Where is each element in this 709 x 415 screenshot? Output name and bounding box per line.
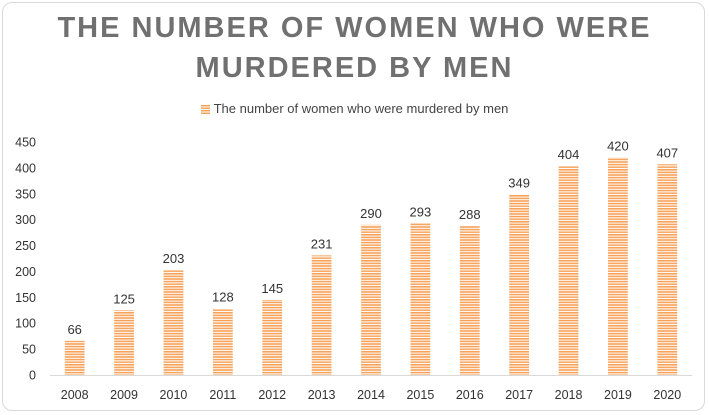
data-label-2008: 66 (67, 322, 81, 337)
x-tick-label-2013: 2013 (308, 388, 336, 402)
bar-2017 (509, 194, 530, 375)
x-tick-label-2014: 2014 (357, 388, 385, 402)
chart-title-line2: MURDERED BY MEN (195, 52, 514, 84)
data-label-2018: 404 (558, 147, 580, 162)
bar-2008 (64, 340, 85, 375)
bar-2020 (657, 164, 678, 375)
y-tick-label: 150 (15, 291, 36, 305)
data-label-2014: 290 (360, 206, 382, 221)
bar-2018 (558, 165, 579, 375)
bar-2014 (361, 224, 381, 375)
bar-2009 (114, 310, 134, 375)
legend: The number of women who were murdered by… (0, 101, 709, 116)
y-tick-label: 200 (15, 265, 36, 279)
bar-2013 (311, 255, 332, 375)
data-label-2015: 293 (410, 204, 432, 219)
x-tick-label-2017: 2017 (505, 388, 533, 402)
y-tick-label: 350 (15, 187, 36, 201)
bar-2011 (212, 308, 233, 375)
legend-swatch (200, 105, 210, 114)
data-label-2019: 420 (607, 139, 629, 154)
x-tick-label-2008: 2008 (61, 388, 89, 402)
x-tick-label-2009: 2009 (110, 388, 138, 402)
bar-2010 (163, 269, 184, 375)
data-label-2009: 125 (113, 291, 135, 306)
data-label-2011: 128 (212, 290, 234, 305)
y-tick-label: 100 (15, 317, 36, 331)
x-tick-label-2011: 2011 (209, 388, 236, 402)
x-tick-label-2010: 2010 (160, 388, 188, 402)
bar-2016 (459, 225, 480, 375)
y-tick-label: 50 (22, 343, 36, 357)
data-label-2013: 231 (311, 236, 333, 251)
x-tick-label-2018: 2018 (555, 388, 583, 402)
legend-label: The number of women who were murdered by… (213, 101, 509, 116)
x-tick-label-2020: 2020 (653, 388, 681, 402)
x-tick-label-2012: 2012 (258, 388, 286, 402)
y-tick-label: 250 (15, 239, 36, 253)
x-tick-label-2015: 2015 (406, 388, 434, 402)
bar-2015 (410, 223, 431, 375)
y-tick-label: 400 (15, 161, 36, 175)
data-label-2016: 288 (459, 207, 481, 222)
x-tick-label-2019: 2019 (604, 388, 632, 402)
data-label-2020: 407 (656, 145, 678, 160)
data-label-2017: 349 (508, 175, 530, 190)
y-tick-label: 450 (15, 136, 36, 150)
y-tick-label: 0 (29, 369, 36, 383)
x-tick-label-2016: 2016 (456, 388, 484, 402)
bar-2019 (608, 157, 628, 375)
chart-title-line1: THE NUMBER OF WOMEN WHO WERE (57, 12, 652, 44)
data-label-2010: 203 (163, 251, 185, 266)
y-tick-label: 300 (15, 213, 36, 227)
data-label-2012: 145 (261, 281, 283, 296)
bar-2012 (262, 299, 283, 375)
